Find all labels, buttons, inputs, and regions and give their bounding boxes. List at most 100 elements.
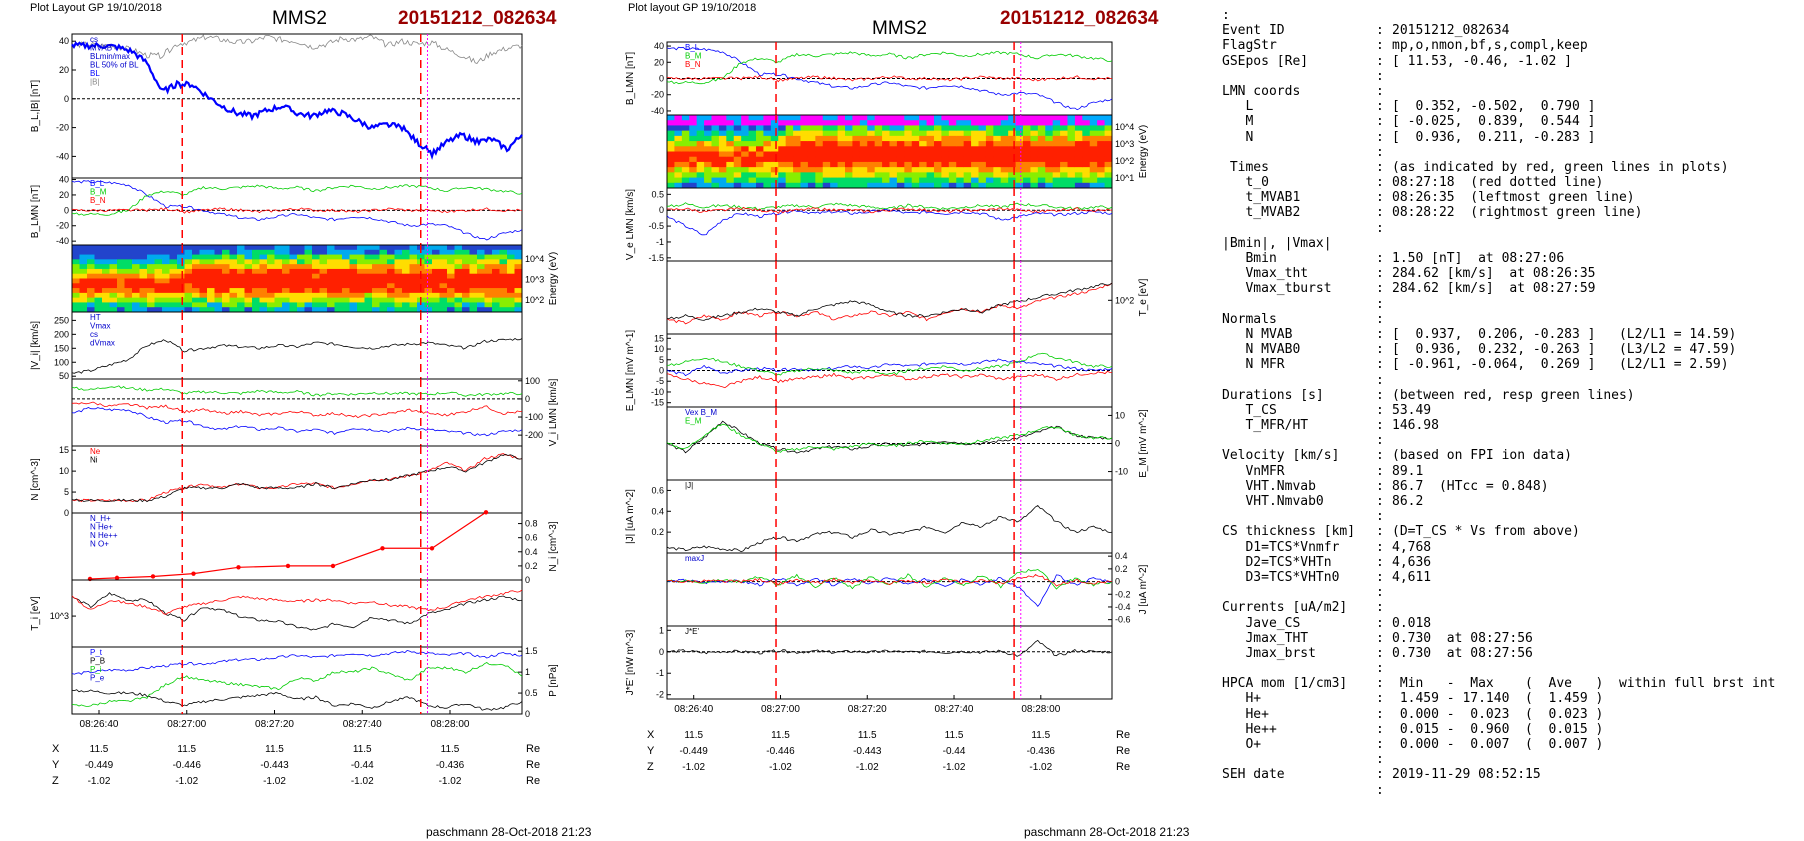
series-line-P_i bbox=[71, 662, 523, 707]
heatmap-cell bbox=[845, 141, 853, 147]
heatmap-cell bbox=[674, 115, 683, 121]
heatmap-cell bbox=[267, 302, 275, 308]
series-line-E_L bbox=[666, 358, 1113, 377]
heatmap-cell bbox=[911, 120, 920, 126]
heatmap-cell bbox=[469, 297, 478, 303]
heatmap-cell bbox=[177, 249, 185, 256]
heatmap-cell bbox=[222, 268, 230, 275]
heatmap-cell bbox=[267, 245, 275, 251]
heatmap-cell bbox=[919, 115, 928, 121]
heatmap-cell bbox=[319, 268, 328, 275]
heatmap-cell bbox=[124, 292, 133, 299]
y-axis-label: |J| [uA m^-2] bbox=[625, 489, 636, 544]
heatmap-cell bbox=[1060, 120, 1068, 126]
heatmap-cell bbox=[941, 146, 950, 152]
heatmap-cell bbox=[889, 156, 898, 163]
heatmap-cell bbox=[409, 302, 418, 308]
heatmap-cell bbox=[1045, 146, 1054, 152]
heatmap-cell bbox=[919, 156, 928, 163]
heatmap-cell bbox=[289, 288, 298, 294]
heatmap-cell bbox=[237, 254, 245, 260]
heatmap-cell bbox=[327, 273, 335, 279]
info-key: VnMFR bbox=[1222, 463, 1285, 479]
heatmap-cell bbox=[424, 307, 433, 313]
legend-entry: P_B bbox=[90, 657, 105, 666]
heatmap-cell bbox=[1082, 125, 1091, 132]
info-row: : bbox=[1222, 509, 1802, 524]
info-separator: : bbox=[1376, 266, 1384, 282]
heatmap-cell bbox=[689, 141, 698, 147]
y-tick-label: 0 bbox=[659, 74, 664, 84]
heatmap-cell bbox=[1060, 130, 1068, 137]
heatmap-cell bbox=[800, 135, 809, 142]
heatmap-cell bbox=[845, 146, 853, 152]
heatmap-cell bbox=[770, 156, 779, 163]
heatmap-cell bbox=[177, 259, 185, 265]
heatmap-cell bbox=[94, 288, 103, 294]
coord-value: -1.02 bbox=[175, 776, 198, 787]
heatmap-cell bbox=[926, 120, 935, 126]
heatmap-cell bbox=[214, 283, 223, 289]
heatmap-cell bbox=[147, 254, 155, 260]
heatmap-cell bbox=[312, 254, 320, 260]
heatmap-cell bbox=[1000, 167, 1009, 173]
heatmap-cell bbox=[778, 172, 787, 179]
heatmap-cell bbox=[763, 130, 772, 137]
heatmap-cell bbox=[1097, 125, 1106, 132]
heatmap-cell bbox=[282, 307, 290, 313]
heatmap-cell bbox=[274, 302, 283, 308]
heatmap-cell bbox=[229, 264, 238, 270]
heatmap-cell bbox=[1045, 141, 1054, 147]
heatmap-cell bbox=[124, 268, 133, 275]
heatmap-cell bbox=[484, 307, 493, 313]
heatmap-cell bbox=[1104, 141, 1113, 147]
heatmap-cell bbox=[948, 130, 957, 137]
heatmap-cell bbox=[756, 146, 764, 152]
y-tick-label: 0 bbox=[525, 709, 530, 719]
heatmap-cell bbox=[904, 120, 913, 126]
heatmap-cell bbox=[124, 297, 133, 303]
series-line-J_N bbox=[666, 573, 1113, 587]
coord-value: -1.02 bbox=[439, 776, 462, 787]
heatmap-cell bbox=[837, 156, 846, 163]
info-value: 4,611 bbox=[1392, 569, 1432, 585]
heatmap-cell bbox=[948, 151, 957, 158]
heatmap-cell bbox=[364, 254, 373, 260]
heatmap-cell bbox=[267, 278, 275, 284]
heatmap-cell bbox=[394, 288, 403, 294]
heatmap-cell bbox=[1023, 125, 1031, 132]
heatmap-cell bbox=[252, 268, 260, 275]
heatmap-cell bbox=[845, 172, 853, 179]
heatmap-cell bbox=[379, 268, 388, 275]
heatmap-cell bbox=[800, 115, 809, 121]
series-line-B_N bbox=[71, 207, 523, 214]
heatmap-cell bbox=[837, 141, 846, 147]
heatmap-cell bbox=[748, 135, 757, 142]
heatmap-cell bbox=[1104, 161, 1113, 168]
heatmap-cell bbox=[1015, 161, 1024, 168]
heatmap-cell bbox=[778, 130, 787, 137]
heatmap-cell bbox=[184, 259, 193, 265]
heatmap-cell bbox=[132, 259, 140, 265]
legend-entry: cs bbox=[90, 35, 98, 44]
heatmap-cell bbox=[259, 297, 268, 303]
heatmap-cell bbox=[978, 167, 987, 173]
heatmap-cell bbox=[184, 292, 193, 299]
heatmap-cell bbox=[971, 125, 979, 132]
info-separator: : bbox=[1376, 645, 1384, 661]
heatmap-cell bbox=[492, 254, 500, 260]
series-line-B_L bbox=[666, 46, 1113, 111]
heatmap-cell bbox=[711, 146, 720, 152]
heatmap-cell bbox=[696, 177, 705, 184]
heatmap-cell bbox=[800, 151, 809, 158]
heatmap-cell bbox=[1104, 177, 1113, 184]
heatmap-cell bbox=[252, 278, 260, 284]
heatmap-cell bbox=[312, 273, 320, 279]
heatmap-cell bbox=[1082, 115, 1091, 121]
heatmap-cell bbox=[963, 141, 972, 147]
heatmap-cell bbox=[1023, 161, 1031, 168]
heatmap-cell bbox=[859, 172, 868, 179]
info-row: O+: 0.000 - 0.007 ( 0.007 ) bbox=[1222, 737, 1802, 752]
heatmap-cell bbox=[837, 115, 846, 121]
heatmap-cell bbox=[926, 151, 935, 158]
